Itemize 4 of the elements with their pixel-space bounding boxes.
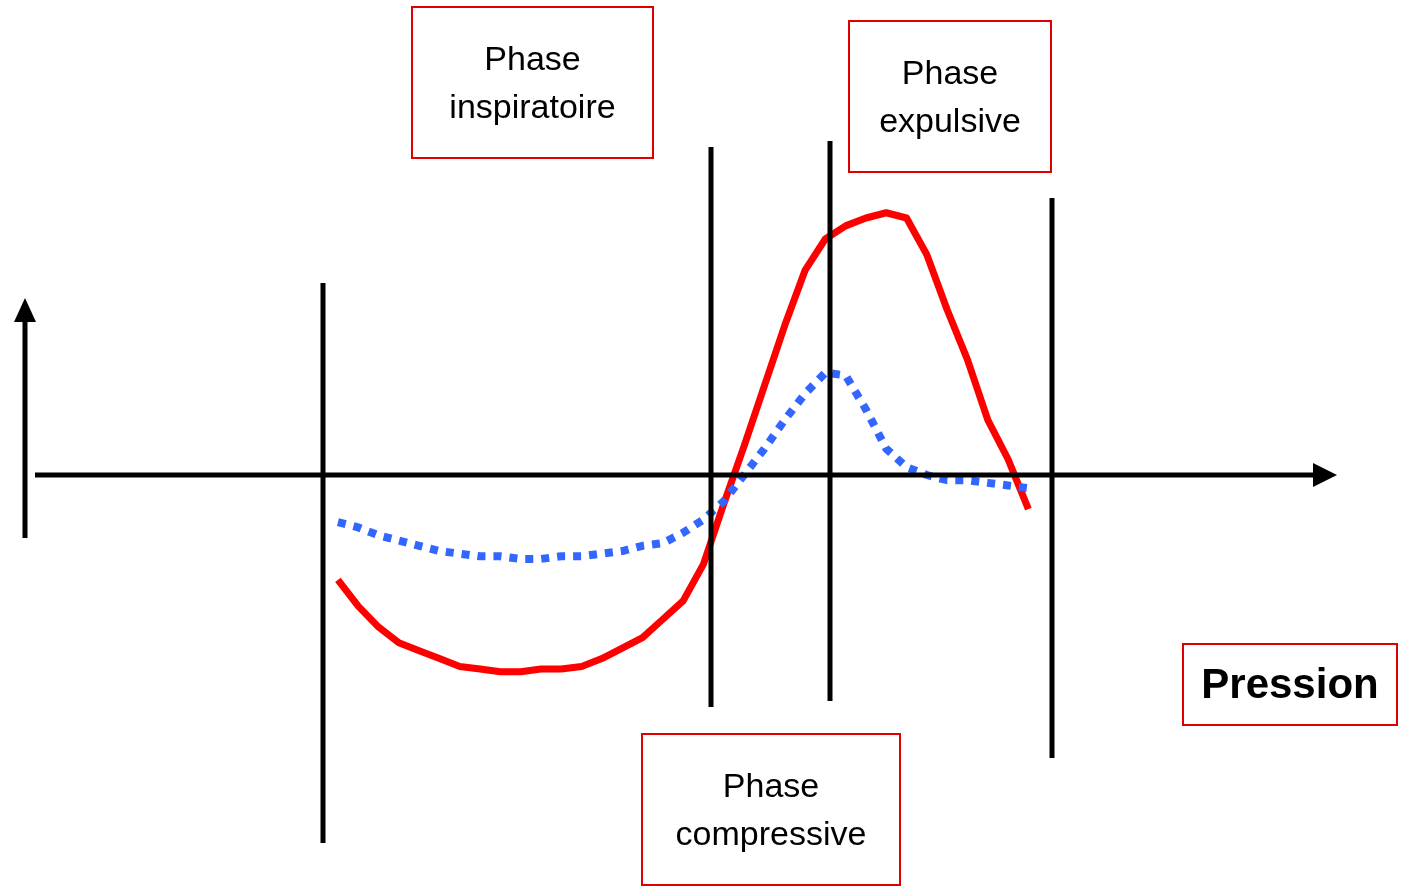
annotation: Pression xyxy=(1201,659,1379,710)
text: Phase compressive xyxy=(674,764,868,854)
text: Phase expulsive xyxy=(878,51,1022,141)
text: Phase inspiratoire xyxy=(448,37,617,127)
